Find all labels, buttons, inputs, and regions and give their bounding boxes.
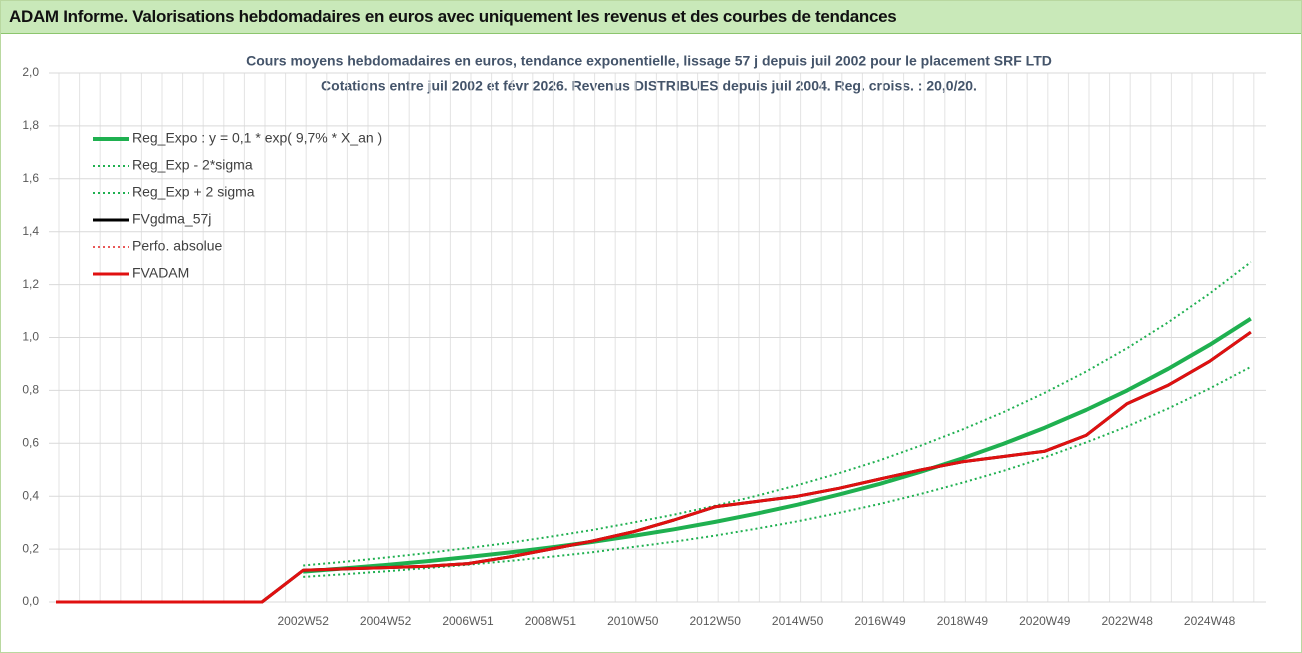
chart: Cours moyens hebdomadaires en euros, ten… — [22, 53, 1266, 628]
series-line — [56, 330, 1252, 604]
y-tick-label: 1,2 — [22, 277, 39, 291]
x-tick-label: 2020W49 — [1019, 614, 1071, 628]
y-tick-label: 1,4 — [22, 224, 39, 238]
series-line — [56, 331, 1252, 603]
x-tick-label: 2008W51 — [525, 614, 577, 628]
x-tick-label: 2024W48 — [1184, 614, 1236, 628]
series-line — [303, 317, 1252, 574]
y-tick-label: 0,8 — [22, 383, 39, 397]
x-tick-label: 2002W52 — [278, 614, 330, 628]
series-line — [303, 366, 1252, 578]
legend-label: FVADAM — [132, 265, 189, 281]
legend-label: Perfo. absolue — [132, 238, 222, 254]
legend-label: Reg_Expo : y = 0,1 * exp( 9,7% * X_an ) — [132, 130, 382, 146]
y-tick-label: 0,6 — [22, 435, 39, 449]
x-tick-label: 2012W50 — [690, 614, 742, 628]
y-tick-label: 0,0 — [22, 594, 39, 608]
x-tick-label: 2014W50 — [772, 614, 824, 628]
x-tick-label: 2010W50 — [607, 614, 659, 628]
x-tick-label: 2016W49 — [854, 614, 906, 628]
header-title: ADAM Informe. Valorisations hebdomadaire… — [9, 7, 897, 26]
y-tick-label: 1,6 — [22, 171, 39, 185]
y-tick-label: 0,2 — [22, 541, 39, 555]
header-bar: ADAM Informe. Valorisations hebdomadaire… — [1, 1, 1301, 34]
chart-subtitle: Cotations entre juil 2002 et févr 2026. … — [321, 78, 977, 94]
legend: Reg_Expo : y = 0,1 * exp( 9,7% * X_an ) R… — [93, 130, 382, 281]
y-tick-label: 1,0 — [22, 330, 39, 344]
chart-title: Cours moyens hebdomadaires en euros, ten… — [246, 53, 1052, 69]
legend-label: Reg_Exp - 2*sigma — [132, 157, 253, 173]
legend-label: Reg_Exp + 2 sigma — [132, 184, 255, 200]
x-tick-label: 2018W49 — [937, 614, 989, 628]
y-tick-label: 0,4 — [22, 488, 39, 502]
x-tick-label: 2004W52 — [360, 614, 412, 628]
y-tick-label: 1,8 — [22, 118, 39, 132]
y-tick-label: 2,0 — [22, 65, 39, 79]
series-line — [56, 330, 1252, 604]
x-tick-label: 2022W48 — [1102, 614, 1154, 628]
series-line — [303, 261, 1252, 567]
legend-label: FVgdma_57j — [132, 211, 211, 227]
x-tick-label: 2006W51 — [442, 614, 494, 628]
